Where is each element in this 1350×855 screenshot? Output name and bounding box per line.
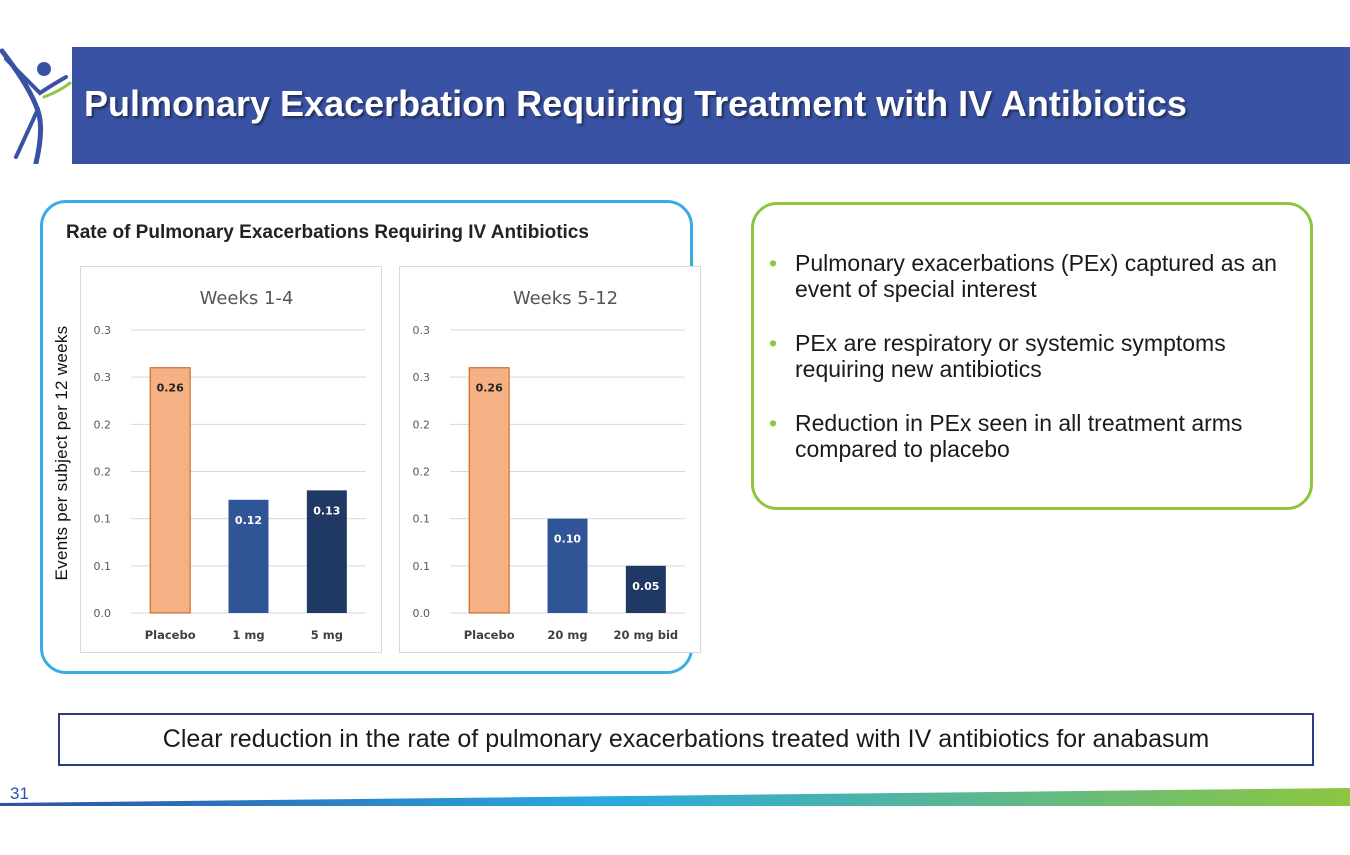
title-banner: Pulmonary Exacerbation Requiring Treatme… xyxy=(0,47,1350,166)
y-tick-label: 0.1 xyxy=(94,560,112,573)
y-tick-label: 0.2 xyxy=(413,418,431,431)
bar-data-label: 0.05 xyxy=(632,580,659,593)
bullet-item: • Pulmonary exacerbations (PEx) captured … xyxy=(769,250,1299,302)
bar xyxy=(547,518,588,613)
y-axis-label: Events per subject per 12 weeks xyxy=(52,325,71,581)
bullet-text: Reduction in PEx seen in all treatment a… xyxy=(795,410,1243,462)
chart-weeks-5-12: Weeks 5-12 0.0 0.1 0.1 0.2 0.2 0.3 0.3 0.26 Place… xyxy=(399,266,701,653)
x-category-label: 20 mg bid xyxy=(614,628,679,642)
x-category-label: 5 mg xyxy=(311,628,343,642)
stick-figure-logo-icon xyxy=(0,48,72,166)
y-tick-label: 0.1 xyxy=(94,513,112,526)
y-tick-label: 0.3 xyxy=(413,371,431,384)
bar-data-label: 0.12 xyxy=(235,514,262,527)
y-tick-label: 0.3 xyxy=(94,371,112,384)
chart-weeks-1-4: Weeks 1-4 0.0 0.1 0.1 0.2 0.2 0.3 0.3 0.26 Placeb… xyxy=(80,266,382,653)
y-tick-label: 0.2 xyxy=(94,466,112,479)
bar xyxy=(625,565,666,613)
x-category-label: 20 mg xyxy=(547,628,587,642)
bar-data-label: 0.10 xyxy=(554,533,581,546)
y-tick-label: 0.3 xyxy=(94,324,112,337)
bar-data-label: 0.13 xyxy=(313,504,340,517)
bullet-panel xyxy=(751,202,1313,510)
bullet-text: Pulmonary exacerbations (PEx) captured a… xyxy=(795,250,1277,302)
bullet-dot-icon: • xyxy=(769,410,778,436)
bullet-item: • Reduction in PEx seen in all treatment … xyxy=(769,410,1299,462)
logo xyxy=(0,47,72,166)
bar-data-label: 0.26 xyxy=(476,382,503,395)
bar xyxy=(306,490,347,613)
bullet-dot-icon: • xyxy=(769,250,778,276)
bar xyxy=(468,367,510,614)
y-tick-label: 0.2 xyxy=(94,418,112,431)
bullet-text: PEx are respiratory or systemic symptoms… xyxy=(795,330,1226,382)
y-tick-label: 0.2 xyxy=(413,466,431,479)
bar-data-label: 0.26 xyxy=(157,382,184,395)
footer-gradient-bar xyxy=(0,788,1350,806)
x-category-label: 1 mg xyxy=(232,628,264,642)
bullet-list: • Pulmonary exacerbations (PEx) captured … xyxy=(769,250,1299,490)
bullet-dot-icon: • xyxy=(769,330,778,356)
page-number: 31 xyxy=(10,784,29,803)
conclusion-box: Clear reduction in the rate of pulmonary… xyxy=(58,713,1314,766)
x-category-label: Placebo xyxy=(145,628,196,642)
bar xyxy=(149,367,191,614)
y-tick-label: 0.1 xyxy=(413,560,431,573)
chart-title: Weeks 5-12 xyxy=(513,288,618,309)
y-tick-label: 0.3 xyxy=(413,324,431,337)
conclusion-text: Clear reduction in the rate of pulmonary… xyxy=(162,725,1210,753)
x-category-label: Placebo xyxy=(464,628,515,642)
bar xyxy=(228,499,269,613)
chart-title: Weeks 1-4 xyxy=(200,288,294,309)
chart-panel-title: Rate of Pulmonary Exacerbations Requirin… xyxy=(66,222,589,243)
y-tick-label: 0.0 xyxy=(413,607,431,620)
y-tick-label: 0.1 xyxy=(413,513,431,526)
y-tick-label: 0.0 xyxy=(94,607,112,620)
slide-title: Pulmonary Exacerbation Requiring Treatme… xyxy=(84,83,1187,124)
bullet-item: • PEx are respiratory or systemic symptom… xyxy=(769,330,1299,382)
